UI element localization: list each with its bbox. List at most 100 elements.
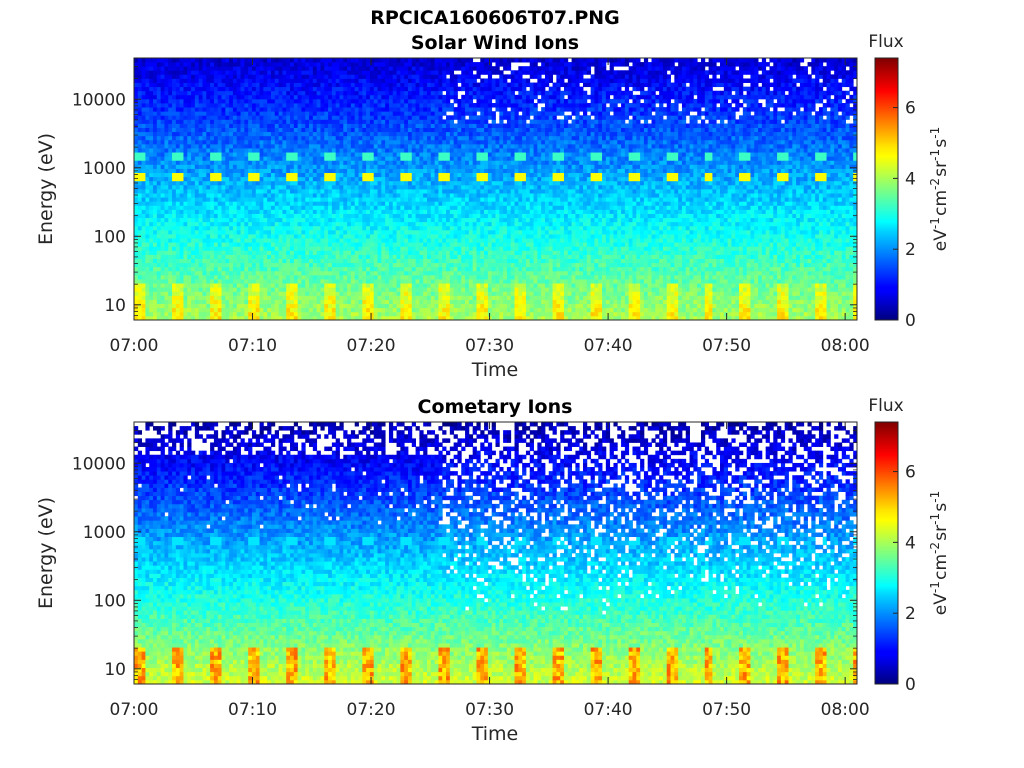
- heatmap-cell: [415, 311, 420, 317]
- heatmap-cell: [423, 287, 428, 292]
- heatmap-cell: [316, 119, 321, 124]
- heatmap-cell: [278, 242, 283, 247]
- heatmap-cell: [217, 115, 222, 120]
- heatmap-cell: [324, 58, 329, 63]
- heatmap-cell: [153, 172, 158, 178]
- heatmap-cell: [251, 103, 257, 108]
- heatmap-cell: [350, 90, 356, 96]
- heatmap-cell: [213, 258, 219, 264]
- heatmap-cell: [225, 152, 230, 157]
- heatmap-cell: [388, 131, 394, 137]
- heatmap-cell: [293, 164, 299, 169]
- heatmap-cell: [202, 311, 207, 317]
- heatmap-cell: [202, 86, 207, 92]
- heatmap-cell: [168, 225, 173, 231]
- heatmap-cell: [244, 201, 249, 206]
- heatmap-cell: [149, 295, 154, 300]
- heatmap-cell: [206, 283, 211, 288]
- heatmap-cell: [172, 111, 177, 116]
- heatmap-cell: [309, 254, 314, 259]
- heatmap-cell: [263, 152, 268, 157]
- heatmap-cell: [396, 311, 401, 317]
- heatmap-cell: [312, 139, 318, 145]
- heatmap-cell: [392, 78, 397, 83]
- heatmap-cell: [282, 307, 287, 313]
- heatmap-cell: [373, 279, 378, 284]
- heatmap-cell: [240, 70, 245, 75]
- heatmap-cell: [179, 262, 184, 268]
- heatmap-cell: [134, 299, 139, 305]
- heatmap-cell: [415, 82, 420, 88]
- heatmap-cell: [217, 156, 222, 161]
- heatmap-cell: [232, 90, 238, 96]
- heatmap-cell: [354, 234, 359, 239]
- heatmap-cell: [183, 287, 188, 292]
- heatmap-cell: [175, 221, 181, 227]
- heatmap-cell: [423, 119, 428, 124]
- heatmap-cell: [358, 291, 363, 296]
- heatmap-cell: [232, 111, 238, 116]
- heatmap-cell: [259, 172, 264, 178]
- heatmap-cell: [175, 234, 181, 239]
- heatmap-cell: [149, 119, 154, 124]
- heatmap-cell: [221, 197, 226, 202]
- heatmap-cell: [324, 303, 329, 309]
- heatmap-cell: [301, 58, 306, 63]
- heatmap-cell: [153, 123, 158, 128]
- heatmap-cell: [381, 160, 386, 165]
- heatmap-cell: [350, 176, 356, 182]
- heatmap-cell: [427, 303, 432, 309]
- heatmap-cell: [202, 246, 207, 251]
- heatmap-cell: [286, 152, 291, 157]
- heatmap-cell: [354, 307, 359, 313]
- heatmap-cell: [419, 217, 424, 223]
- heatmap-cell: [156, 283, 162, 288]
- heatmap-cell: [198, 311, 203, 317]
- heatmap-cell: [293, 197, 299, 202]
- heatmap-cell: [400, 234, 405, 239]
- heatmap-cell: [407, 274, 413, 280]
- heatmap-cell: [328, 315, 333, 321]
- heatmap-cell: [206, 172, 211, 178]
- heatmap-cell: [282, 172, 287, 178]
- heatmap-cell: [168, 234, 173, 239]
- heatmap-cell: [358, 229, 363, 235]
- heatmap-cell: [225, 311, 230, 317]
- heatmap-cell: [427, 58, 432, 63]
- heatmap-cell: [210, 168, 215, 174]
- heatmap-cell: [385, 160, 390, 165]
- heatmap-cell: [377, 62, 382, 67]
- heatmap-cell: [187, 139, 192, 145]
- heatmap-cell: [274, 225, 279, 231]
- heatmap-cell: [297, 274, 302, 280]
- heatmap-cell: [232, 270, 238, 276]
- heatmap-cell: [213, 82, 219, 88]
- heatmap-cell: [411, 156, 416, 161]
- heatmap-cell: [236, 299, 241, 305]
- heatmap-cell: [415, 250, 420, 255]
- heatmap-cell: [134, 225, 139, 231]
- heatmap-cell: [229, 315, 234, 321]
- heatmap-cell: [255, 250, 260, 255]
- heatmap-cell: [172, 160, 177, 165]
- heatmap-cell: [297, 111, 302, 116]
- heatmap-cell: [194, 246, 200, 251]
- heatmap-cell: [423, 254, 428, 259]
- heatmap-cell: [407, 225, 413, 231]
- heatmap-cell: [255, 246, 260, 251]
- heatmap-cell: [194, 274, 200, 280]
- heatmap-cell: [267, 176, 272, 182]
- heatmap-cell: [278, 98, 283, 104]
- heatmap-cell: [286, 311, 291, 317]
- heatmap-cell: [179, 62, 184, 67]
- heatmap-cell: [141, 217, 146, 223]
- heatmap-cell: [392, 303, 397, 309]
- heatmap-cell: [407, 66, 413, 71]
- heatmap-cell: [225, 160, 230, 165]
- heatmap-cell: [392, 287, 397, 292]
- heatmap-cell: [206, 143, 211, 149]
- heatmap-cell: [229, 70, 234, 75]
- heatmap-cell: [134, 172, 139, 178]
- heatmap-cell: [335, 111, 340, 116]
- heatmap-cell: [366, 103, 371, 108]
